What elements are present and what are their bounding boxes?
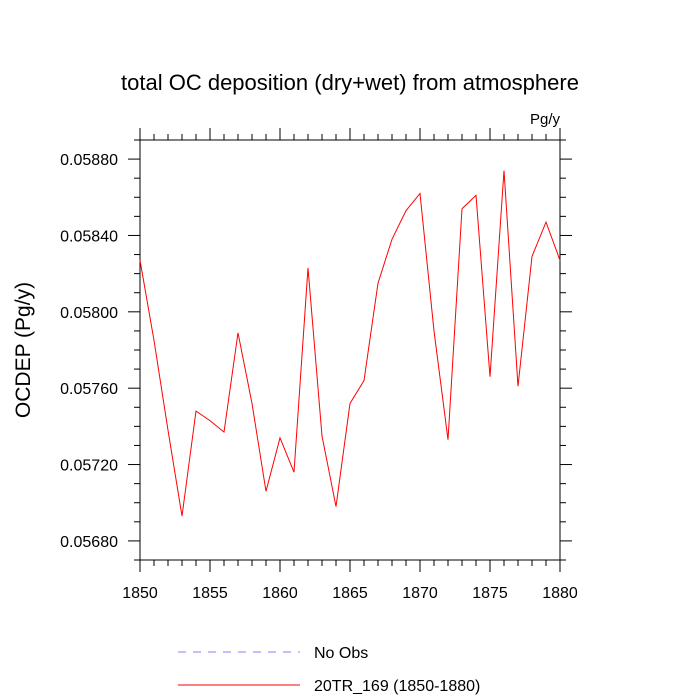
y-tick-label: 0.05880 — [60, 152, 118, 169]
legend-label-20tr: 20TR_169 (1850-1880) — [314, 678, 480, 695]
y-tick-label: 0.05680 — [60, 534, 118, 551]
x-tick-label: 1875 — [472, 585, 508, 602]
x-tick-label: 1860 — [262, 585, 298, 602]
x-tick-label: 1880 — [542, 585, 578, 602]
x-tick-label: 1865 — [332, 585, 368, 602]
legend-label-no-obs: No Obs — [314, 645, 368, 662]
x-tick-label: 1850 — [122, 585, 158, 602]
series-layer — [139, 170, 561, 517]
x-tick-labels: 1850 1855 1860 1865 1870 1875 1880 — [122, 585, 578, 602]
y-tick-label: 0.05840 — [60, 228, 118, 245]
y-axis-label: OCDEP (Pg/y) — [12, 282, 35, 418]
units-label: Pg/y — [530, 111, 561, 128]
chart-title: total OC deposition (dry+wet) from atmos… — [121, 70, 579, 95]
plot-frame — [139, 139, 561, 561]
y-tick-labels: 0.05680 0.05720 0.05760 0.05800 0.05840 0.058… — [60, 152, 118, 551]
y-tick-label: 0.05720 — [60, 458, 118, 475]
y-tick-label: 0.05800 — [60, 305, 118, 322]
series-line-1 — [139, 170, 561, 517]
x-tick-label: 1855 — [192, 585, 228, 602]
legend: No Obs 20TR_169 (1850-1880) — [178, 645, 480, 695]
x-tick-label: 1870 — [402, 585, 438, 602]
axis-ticks — [128, 128, 572, 572]
y-tick-label: 0.05760 — [60, 381, 118, 398]
